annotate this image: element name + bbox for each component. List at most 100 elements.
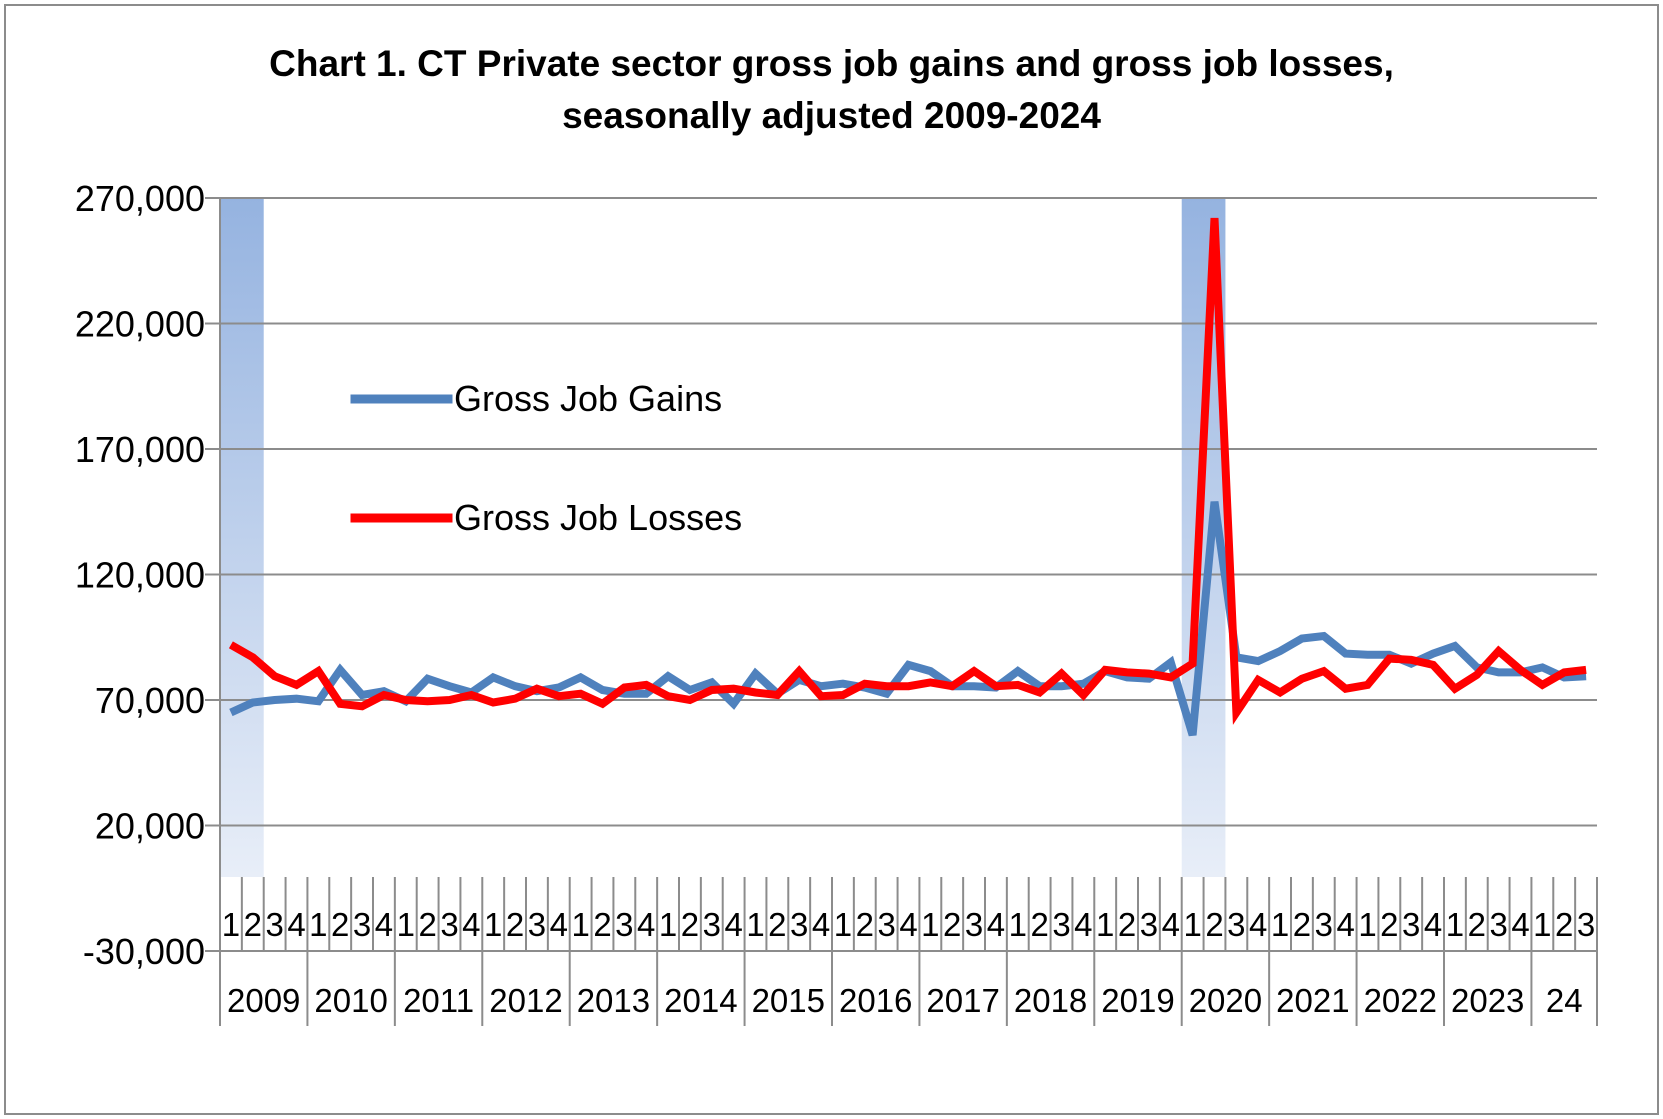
quarter-label: 3 — [965, 906, 983, 943]
quarter-label: 4 — [1162, 906, 1180, 943]
quarter-label: 4 — [637, 906, 655, 943]
quarter-label: 2 — [1118, 906, 1136, 943]
quarter-label: 4 — [987, 906, 1005, 943]
quarter-label: 2 — [244, 906, 262, 943]
y-tick-label: 20,000 — [95, 806, 205, 847]
quarter-label: 3 — [703, 906, 721, 943]
quarter-label: 4 — [550, 906, 568, 943]
legend-label-gross-job-gains: Gross Job Gains — [454, 378, 722, 419]
quarter-label: 2 — [1555, 906, 1573, 943]
year-label: 2021 — [1276, 982, 1349, 1019]
quarter-label: 2 — [1205, 906, 1223, 943]
quarter-label: 3 — [1577, 906, 1595, 943]
quarter-label: 4 — [1074, 906, 1092, 943]
year-label: 2018 — [1014, 982, 1087, 1019]
quarter-label: 4 — [899, 906, 917, 943]
quarter-label: 1 — [1271, 906, 1289, 943]
quarter-label: 3 — [353, 906, 371, 943]
year-label: 2012 — [489, 982, 562, 1019]
quarter-label: 1 — [571, 906, 589, 943]
year-label: 2022 — [1364, 982, 1437, 1019]
y-tick-label: 270,000 — [75, 178, 205, 219]
chart-title-line-1: Chart 1. CT Private sector gross job gai… — [269, 43, 1394, 84]
quarter-label: 4 — [724, 906, 742, 943]
quarter-label: 1 — [1096, 906, 1114, 943]
recession-band-0 — [220, 198, 264, 877]
quarter-label: 2 — [1380, 906, 1398, 943]
chart-title: Chart 1. CT Private sector gross job gai… — [0, 38, 1663, 142]
quarter-label: 3 — [528, 906, 546, 943]
chart-title-line-2: seasonally adjusted 2009-2024 — [562, 95, 1101, 136]
quarter-label: 1 — [1183, 906, 1201, 943]
year-label: 2016 — [839, 982, 912, 1019]
quarter-label: 1 — [1009, 906, 1027, 943]
series-lines — [228, 217, 1587, 737]
quarter-label: 2 — [506, 906, 524, 943]
quarter-label: 1 — [1533, 906, 1551, 943]
year-label: 2009 — [227, 982, 300, 1019]
quarter-label: 2 — [593, 906, 611, 943]
quarter-label: 2 — [681, 906, 699, 943]
y-tick-label: 170,000 — [75, 429, 205, 470]
year-label: 2015 — [752, 982, 825, 1019]
quarter-label: 4 — [1336, 906, 1354, 943]
quarter-label: 1 — [397, 906, 415, 943]
quarter-label: 4 — [375, 906, 393, 943]
quarter-label: 2 — [943, 906, 961, 943]
y-tick-label: 220,000 — [75, 304, 205, 345]
year-label: 24 — [1546, 982, 1583, 1019]
quarter-label: 3 — [877, 906, 895, 943]
quarter-label: 2 — [856, 906, 874, 943]
quarter-label: 2 — [418, 906, 436, 943]
legend: Gross Job Gains Gross Job Losses — [350, 378, 742, 538]
legend-label-gross-job-losses: Gross Job Losses — [454, 497, 742, 538]
quarter-label: 3 — [1315, 906, 1333, 943]
year-label: 2017 — [926, 982, 999, 1019]
quarter-label: 3 — [1402, 906, 1420, 943]
quarter-label: 2 — [1030, 906, 1048, 943]
quarter-label: 1 — [309, 906, 327, 943]
quarter-label: 3 — [1227, 906, 1245, 943]
quarter-label: 1 — [222, 906, 240, 943]
quarter-label: 3 — [790, 906, 808, 943]
year-label: 2020 — [1189, 982, 1262, 1019]
y-axis-ticks: 270,000 220,000 170,000 120,000 70,000 20,000… — [75, 178, 205, 972]
gridlines — [205, 197, 1597, 827]
quarter-label: 1 — [746, 906, 764, 943]
axes — [205, 198, 1597, 952]
year-label: 2010 — [314, 982, 387, 1019]
y-tick-label: -30,000 — [83, 931, 205, 972]
quarter-label: 3 — [1489, 906, 1507, 943]
series-line-gross-job-losses — [228, 217, 1587, 725]
quarter-label: 3 — [265, 906, 283, 943]
y-tick-label: 120,000 — [75, 555, 205, 596]
quarter-label: 1 — [1446, 906, 1464, 943]
series-line-gross-job-gains — [229, 501, 1587, 737]
quarter-label: 1 — [834, 906, 852, 943]
quarter-label: 2 — [1468, 906, 1486, 943]
year-label: 2019 — [1101, 982, 1174, 1019]
year-label: 2013 — [577, 982, 650, 1019]
quarter-label: 4 — [812, 906, 830, 943]
year-label: 2023 — [1451, 982, 1524, 1019]
recession-shading-layer — [220, 198, 1226, 877]
quarter-label: 4 — [1511, 906, 1529, 943]
quarter-label: 1 — [1358, 906, 1376, 943]
quarter-label: 4 — [1424, 906, 1442, 943]
quarter-label: 3 — [1140, 906, 1158, 943]
quarter-label: 1 — [659, 906, 677, 943]
quarter-label: 2 — [331, 906, 349, 943]
quarter-label: 1 — [484, 906, 502, 943]
year-label: 2014 — [664, 982, 737, 1019]
quarter-label: 2 — [1293, 906, 1311, 943]
quarter-label: 4 — [287, 906, 305, 943]
y-tick-label: 70,000 — [95, 680, 205, 721]
quarter-label: 4 — [462, 906, 480, 943]
quarter-label: 4 — [1249, 906, 1267, 943]
quarter-label: 3 — [440, 906, 458, 943]
quarter-label: 2 — [768, 906, 786, 943]
quarter-label: 3 — [615, 906, 633, 943]
year-label: 2011 — [403, 982, 474, 1019]
